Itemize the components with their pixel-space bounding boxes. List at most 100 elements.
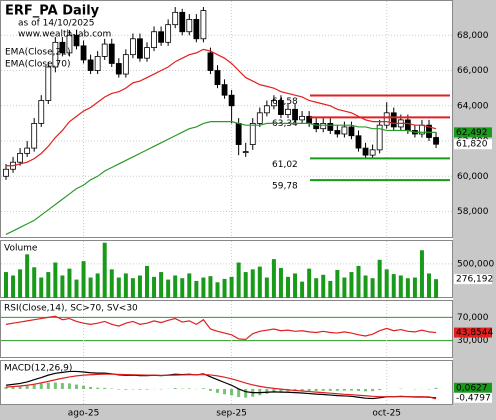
bar xyxy=(412,277,417,298)
candle-body xyxy=(313,123,320,130)
value-tag-label: 61,820 xyxy=(456,140,488,150)
panel-title: Volume xyxy=(4,244,38,254)
bar xyxy=(194,280,199,298)
candle-body xyxy=(270,100,277,107)
histogram-bar xyxy=(67,383,71,389)
bar xyxy=(419,250,424,298)
bar xyxy=(130,278,135,298)
candle-body xyxy=(390,112,397,128)
histogram-bar xyxy=(96,387,100,389)
histogram-bar xyxy=(335,388,339,391)
legend-entry: EMA(Close,21) xyxy=(5,48,70,58)
bar xyxy=(342,277,347,298)
histogram-bar xyxy=(138,388,142,390)
bar xyxy=(321,274,326,298)
histogram-bar xyxy=(89,386,93,389)
candle-body xyxy=(122,54,129,75)
bar xyxy=(335,270,340,298)
histogram-bar xyxy=(349,388,353,391)
candle-body xyxy=(221,84,228,96)
value-tag xyxy=(454,274,492,285)
histogram-bar xyxy=(103,387,107,389)
candle-body xyxy=(24,147,31,154)
bar xyxy=(53,262,58,298)
y-tick-label: 66,000 xyxy=(457,66,489,76)
histogram-bar xyxy=(25,385,29,389)
bar xyxy=(173,275,178,298)
y-tick-label: 60,000 xyxy=(457,172,489,182)
histogram-bar xyxy=(60,383,64,389)
value-tag-label: -0,4797 xyxy=(456,393,491,403)
bar xyxy=(116,277,121,298)
candle-body xyxy=(186,18,193,33)
histogram-bar xyxy=(434,387,438,389)
candle-body xyxy=(179,11,186,33)
bar xyxy=(257,266,262,298)
histogram-bar xyxy=(342,388,346,391)
value-tag xyxy=(454,127,492,138)
candle-body xyxy=(137,38,143,59)
bar xyxy=(391,274,396,298)
level-label: 64,58 xyxy=(272,97,298,107)
histogram-bar xyxy=(117,388,121,390)
candle-body xyxy=(320,123,327,130)
candle-body xyxy=(383,112,390,126)
level-label: 59,78 xyxy=(272,182,298,192)
bar xyxy=(286,276,290,298)
legend-entry: EMA(Close,70) xyxy=(5,60,70,70)
candle-body xyxy=(214,70,221,86)
panel xyxy=(0,300,453,358)
histogram-bar xyxy=(237,388,241,398)
histogram-bar xyxy=(187,388,191,389)
candle-body xyxy=(94,56,101,71)
candle-body xyxy=(228,94,235,107)
bar xyxy=(187,273,192,298)
candle-body xyxy=(299,115,306,121)
bar xyxy=(81,261,86,298)
chart-title: ERF_PA Daily xyxy=(5,4,100,19)
candle-body xyxy=(165,24,172,43)
bar xyxy=(123,273,128,298)
bar xyxy=(236,262,241,298)
bar xyxy=(32,267,37,298)
candle-body xyxy=(235,123,242,145)
bar xyxy=(356,265,361,298)
time-axis-area xyxy=(0,405,453,420)
source: www.wealth-lab.com xyxy=(18,30,111,40)
histogram-bar xyxy=(279,388,283,392)
bar xyxy=(159,272,164,298)
candle-body xyxy=(292,108,298,121)
value-tag xyxy=(454,139,492,150)
bar xyxy=(384,269,389,298)
bar xyxy=(307,268,312,298)
chart-subtitle: as of 14/10/2025 xyxy=(18,19,94,29)
candle-body xyxy=(285,108,291,115)
candle-body xyxy=(362,147,369,156)
y-tick-label: 30,000 xyxy=(457,336,489,346)
candle-body xyxy=(108,43,115,64)
bar xyxy=(4,272,8,298)
histogram-bar xyxy=(328,388,332,391)
candle-body xyxy=(278,100,284,115)
value-tag-label: 62,492 xyxy=(456,128,488,138)
bar xyxy=(370,278,375,298)
series-line xyxy=(5,370,437,400)
y-tick-label: 58,000 xyxy=(457,207,489,217)
bar xyxy=(215,282,220,298)
histogram-bar xyxy=(272,388,276,393)
histogram-bar xyxy=(11,386,15,389)
series-line xyxy=(5,315,437,341)
candle-body xyxy=(144,47,150,59)
candle-body xyxy=(263,105,270,114)
panel-title: MACD(12,26,9) xyxy=(4,364,72,374)
histogram-bar xyxy=(265,388,269,394)
candle-body xyxy=(66,34,73,54)
y-tick-label: 64,000 xyxy=(457,101,489,111)
candle-body xyxy=(3,168,9,177)
level-label: 61,02 xyxy=(272,160,298,170)
bar xyxy=(88,277,93,298)
candle-body xyxy=(348,126,355,137)
bar xyxy=(18,269,23,298)
candle-body xyxy=(45,66,52,101)
